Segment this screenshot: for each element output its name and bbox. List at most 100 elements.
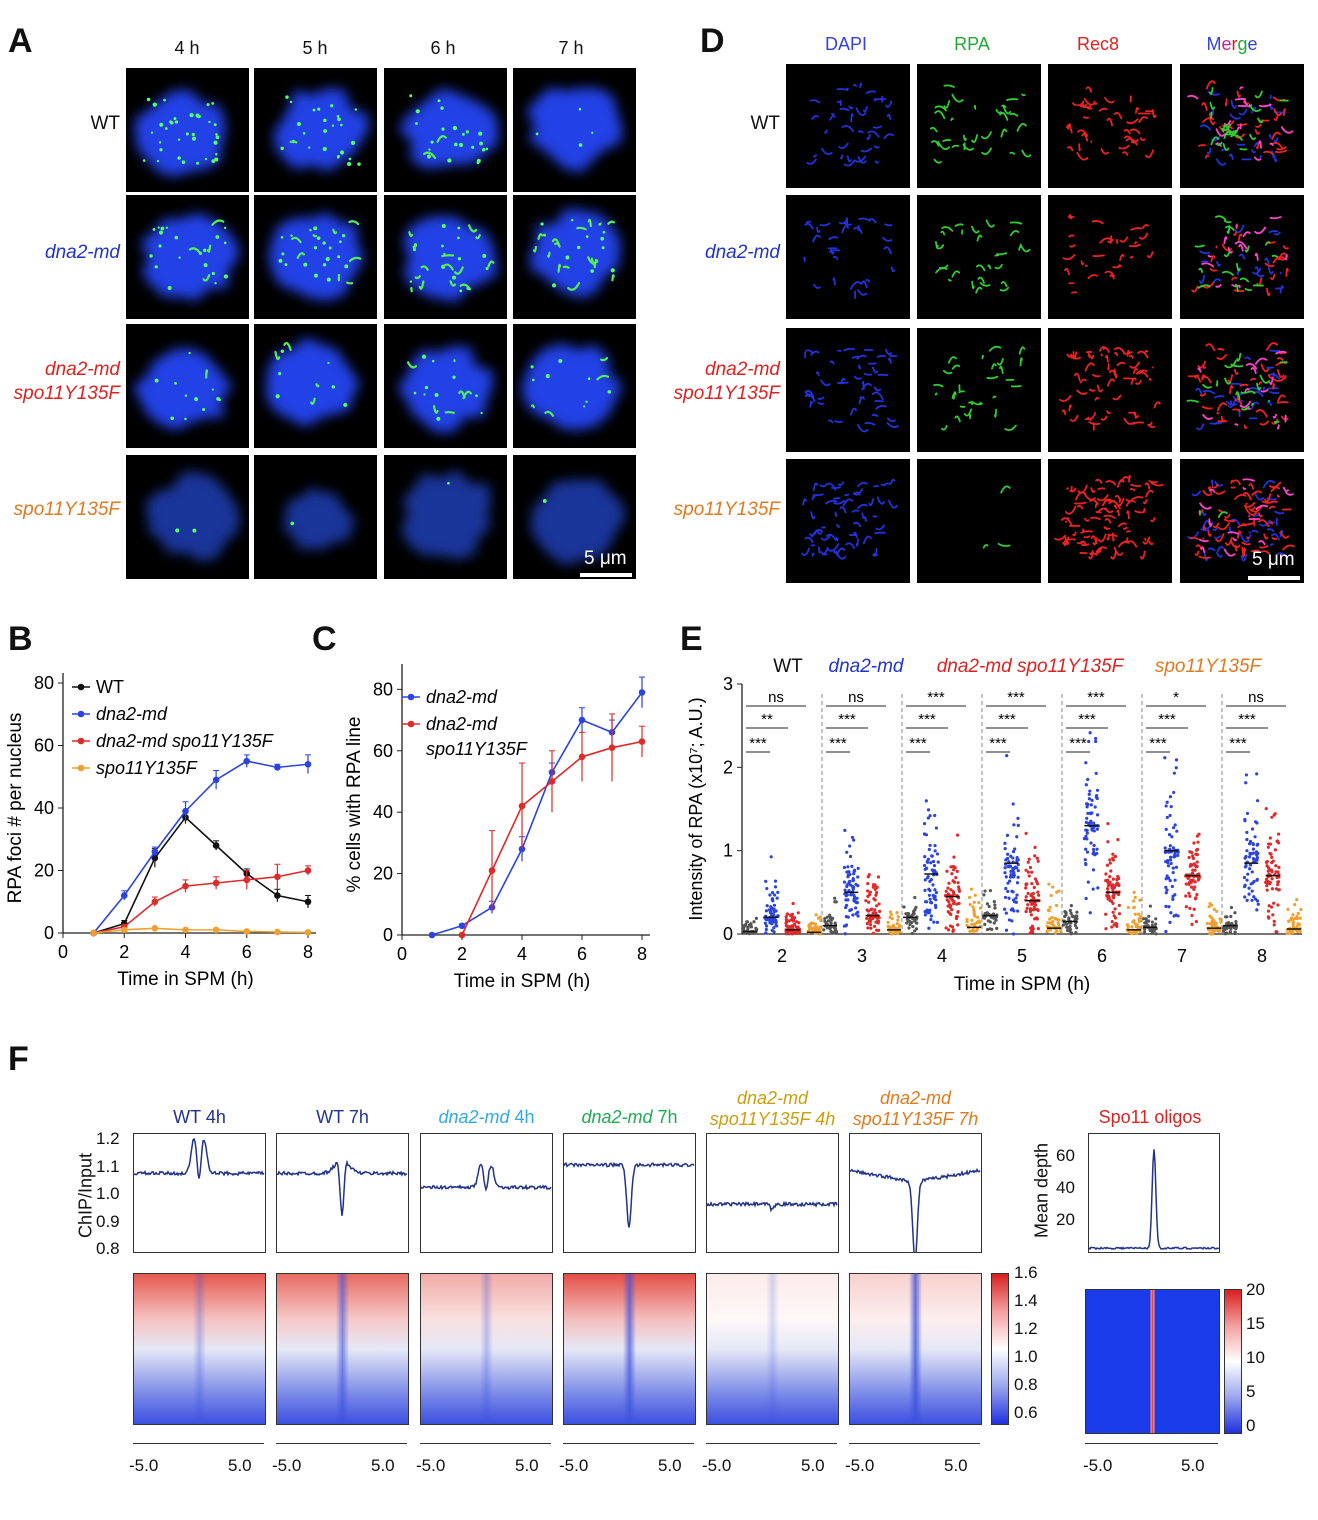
data-point	[1189, 885, 1194, 889]
rpa-line	[1199, 250, 1211, 255]
data-point	[926, 808, 931, 812]
x-tick-label: -5.0	[416, 1456, 446, 1475]
rpa-line	[805, 392, 811, 398]
x-tick-label: -5.0	[1083, 1456, 1113, 1475]
series-line	[93, 816, 309, 934]
data-point	[120, 926, 128, 934]
rpa-line	[843, 159, 856, 167]
data-point	[1210, 928, 1215, 932]
rpa-line	[816, 530, 822, 535]
rpa-line	[812, 493, 824, 497]
rpa-line	[422, 151, 437, 160]
data-point	[1142, 930, 1147, 934]
x-tick-label: 2	[777, 946, 787, 966]
rpa-line	[935, 244, 945, 250]
rpa-line	[1084, 362, 1095, 372]
data-point	[842, 880, 847, 884]
data-point	[833, 896, 837, 900]
rpa-line	[811, 495, 816, 501]
rpa-line	[848, 105, 854, 110]
data-point	[1110, 886, 1114, 890]
data-point	[1091, 868, 1096, 872]
micrograph-svg	[801, 478, 898, 560]
rpa-line	[1107, 378, 1115, 387]
nucleus-stain	[526, 87, 622, 173]
focus-dot	[459, 142, 464, 147]
data-point	[871, 931, 876, 935]
data-point	[952, 855, 956, 859]
data-point	[770, 921, 774, 925]
data-point	[1083, 858, 1087, 862]
data-point	[950, 925, 955, 929]
data-point	[1193, 880, 1197, 884]
focus-dot	[413, 391, 417, 395]
data-point	[1267, 842, 1271, 846]
data-point	[928, 814, 932, 818]
rpa-line	[289, 140, 298, 144]
rpa-line	[1234, 240, 1248, 250]
focus-dot	[195, 113, 200, 118]
rpa-line	[1236, 352, 1242, 362]
data-point	[791, 916, 795, 920]
data-point	[1169, 804, 1173, 809]
rpa-line	[1098, 107, 1108, 112]
rpa-line	[1209, 268, 1218, 272]
rpa-line	[994, 263, 1003, 270]
rpa-line	[833, 500, 846, 505]
rpa-line	[871, 366, 879, 374]
rpa-line	[1113, 546, 1124, 556]
focus-dot	[213, 123, 217, 127]
y-tick-label: 60	[1056, 1146, 1075, 1165]
focus-dot	[578, 143, 583, 147]
data-point	[151, 925, 159, 932]
rpa-line	[839, 506, 847, 514]
rpa-line	[1257, 519, 1270, 527]
data-point	[1088, 911, 1092, 915]
rpa-line	[1143, 508, 1146, 514]
rpa-line	[1223, 518, 1236, 523]
rpa-line	[1140, 550, 1146, 560]
y-axis-label: % cells with RPA line	[344, 717, 365, 893]
data-point	[772, 930, 776, 934]
micrograph-svg	[403, 215, 498, 302]
focus-dot	[218, 398, 221, 402]
data-point	[1003, 841, 1007, 845]
data-point	[926, 857, 930, 861]
x-tick-label: 5.0	[658, 1456, 682, 1475]
rpa-line	[1224, 377, 1232, 385]
rpa-line	[310, 397, 316, 405]
focus-dot	[223, 241, 227, 245]
data-point	[274, 764, 281, 771]
panel-label-a: A	[8, 22, 33, 60]
data-point	[1277, 832, 1281, 836]
data-point	[1087, 797, 1091, 801]
rpa-line	[441, 254, 455, 258]
data-point	[950, 908, 954, 912]
rpa-line	[1245, 502, 1248, 506]
data-point	[845, 850, 849, 854]
rpa-line	[346, 281, 354, 285]
data-point	[791, 931, 795, 936]
data-point	[864, 899, 868, 903]
data-point	[1011, 802, 1015, 806]
data-point	[1117, 883, 1121, 887]
data-point	[274, 892, 281, 899]
data-point	[1251, 842, 1255, 847]
rpa-line	[1215, 142, 1222, 147]
micrograph	[1048, 459, 1172, 583]
micrograph	[384, 324, 507, 448]
rpa-line	[1272, 384, 1276, 388]
rpa-line	[853, 521, 862, 527]
legend-label: dna2-md	[426, 687, 498, 707]
rpa-line	[1268, 373, 1281, 380]
data-point	[1033, 907, 1037, 911]
rpa-line	[1069, 353, 1081, 360]
data-point	[1036, 927, 1040, 931]
rpa-line	[1268, 230, 1279, 234]
rpa-line	[865, 278, 871, 283]
rpa-line	[1016, 123, 1027, 132]
x-axis-label: Time in SPM (h)	[117, 969, 254, 990]
data-point	[875, 885, 879, 889]
rpa-line	[1259, 519, 1271, 527]
rpa-line	[1277, 394, 1286, 402]
